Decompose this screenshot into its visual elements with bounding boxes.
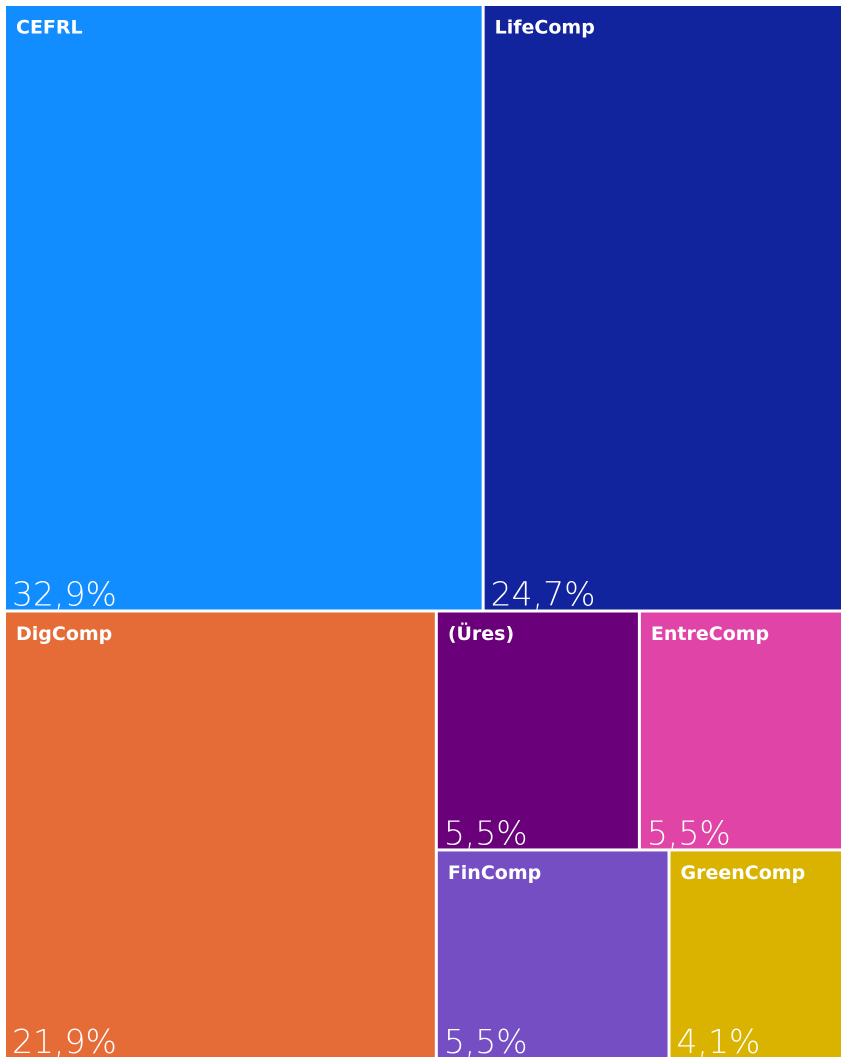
- category-label: GreenComp: [681, 862, 806, 884]
- category-label: (Üres): [448, 621, 514, 645]
- category-label: EntreComp: [651, 623, 769, 645]
- treemap-tile: [6, 612, 435, 1057]
- category-label: LifeComp: [495, 17, 595, 39]
- value-label: 32,9%: [12, 574, 117, 613]
- value-label: 4,1%: [677, 1022, 761, 1061]
- value-label: 5,5%: [444, 813, 528, 852]
- treemap-tile: [6, 6, 482, 610]
- treemap-tile: [484, 6, 841, 610]
- category-label: CEFRL: [16, 17, 83, 39]
- value-label: 5,5%: [444, 1022, 528, 1061]
- treemap-tile: [437, 612, 638, 849]
- value-label: 24,7%: [491, 574, 596, 613]
- treemap-tile: [670, 851, 841, 1057]
- value-label: 5,5%: [647, 813, 731, 852]
- treemap-tile: [640, 612, 841, 849]
- value-label: 21,9%: [12, 1022, 117, 1061]
- category-label: DigComp: [16, 623, 112, 645]
- category-label: FinComp: [448, 862, 541, 884]
- treemap-tile: [437, 851, 668, 1057]
